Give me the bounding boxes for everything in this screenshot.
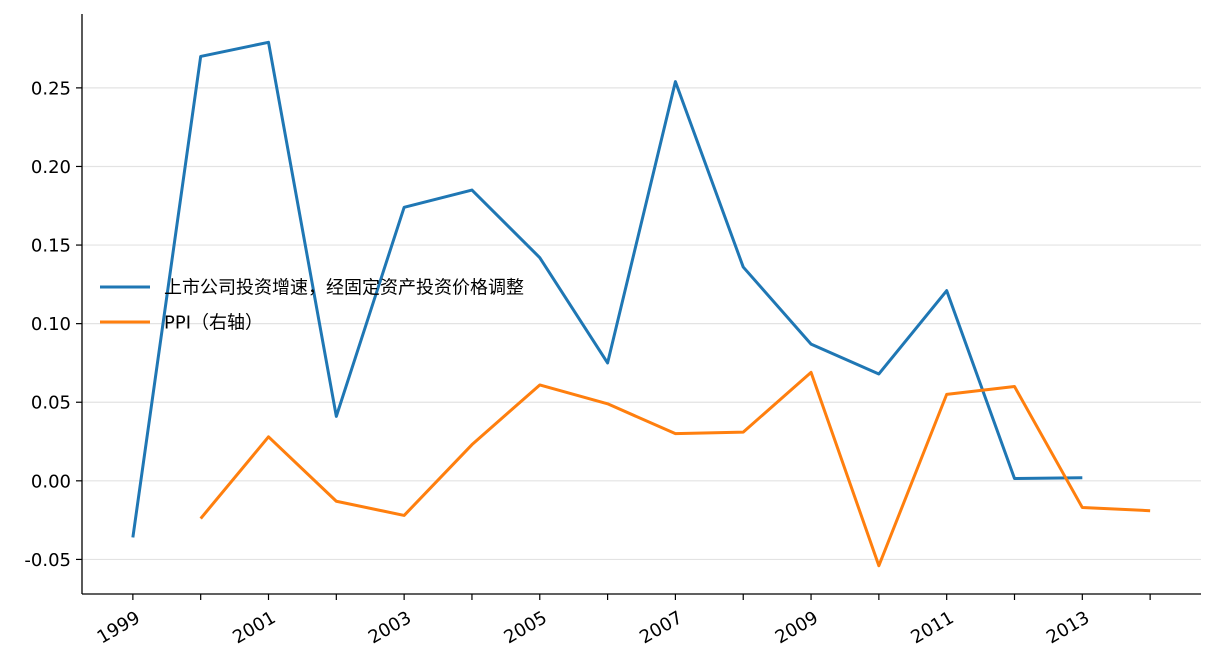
series-lines [131, 40, 1151, 568]
y-tick-label: 0.00 [31, 471, 71, 492]
x-tick-label: 2009 [772, 607, 822, 648]
y-tick-label: -0.05 [24, 550, 71, 571]
x-tick-label: 2007 [636, 607, 686, 648]
series-line-2 [199, 370, 1151, 568]
x-tick-label: 2013 [1043, 607, 1093, 648]
x-tick-label: 1999 [94, 607, 144, 648]
legend-label-1: 上市公司投资增速，经固定资产投资价格调整 [164, 278, 524, 299]
x-tick-label: 2005 [500, 607, 550, 648]
legend-label-2: PPI（右轴） [164, 313, 263, 334]
y-tick-label: 0.15 [31, 236, 71, 257]
grid-lines [82, 87, 1201, 561]
x-tick-label: 2003 [365, 607, 415, 648]
x-tick-label: 2001 [229, 607, 279, 648]
y-tick-label: 0.20 [31, 157, 71, 178]
x-tick-label: 2011 [907, 607, 957, 648]
series-line-1 [131, 40, 1083, 538]
y-tick-label: 0.05 [31, 393, 71, 414]
y-tick-label: 0.10 [31, 314, 71, 335]
legend: 上市公司投资增速，经固定资产投资价格调整 PPI（右轴） [100, 278, 524, 334]
y-tick-label: 0.25 [31, 78, 71, 99]
